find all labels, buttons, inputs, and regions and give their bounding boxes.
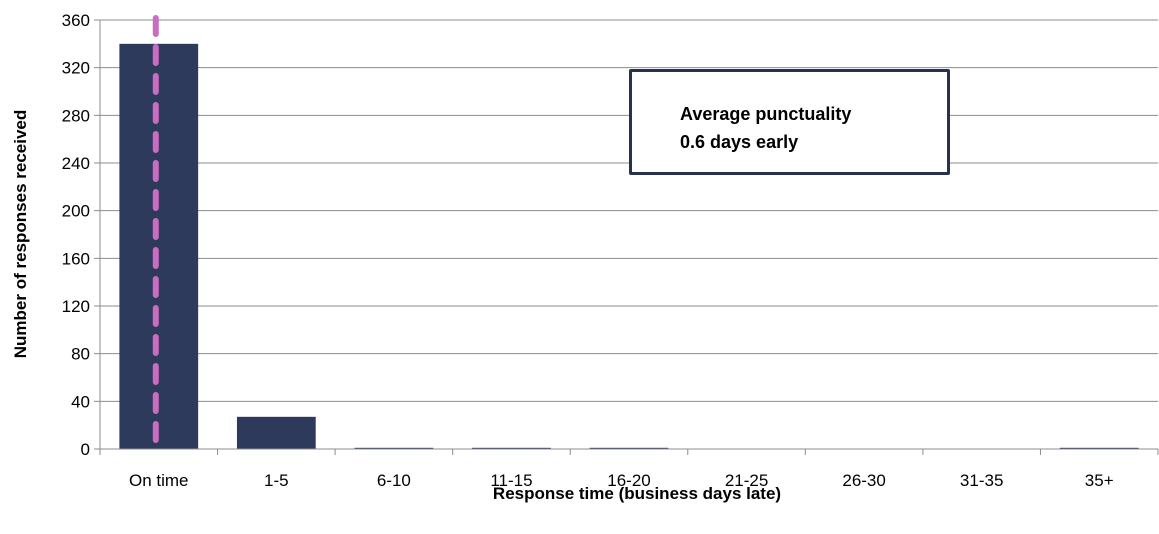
y-tick-label-200: 200: [62, 202, 90, 221]
axes: [94, 19, 1159, 455]
y-tick-label-320: 320: [62, 59, 90, 78]
x-tick-label-11-15: 11-15: [490, 471, 532, 490]
x-tick-labels: On time 1-5 6-10 11-15 16-20 21-25 26-30 31-35 3…: [129, 471, 1114, 490]
annotation-line-1: Average punctuality: [680, 104, 852, 124]
annotation-line-2: 0.6 days early: [680, 132, 799, 152]
x-tick-label-26-30: 26-30: [842, 471, 885, 490]
bar-11-15: [472, 447, 551, 449]
y-tick-label-0: 0: [81, 440, 90, 459]
bar-On time: [119, 43, 199, 449]
x-tick-label-35+: 35+: [1085, 471, 1114, 490]
x-tick-label-16-20: 16-20: [607, 471, 650, 490]
x-axis-title: Response time (business days late): [493, 484, 781, 503]
bar-1-5: [236, 416, 316, 449]
y-axis-title: Number of responses received: [11, 110, 30, 358]
x-tick-label-1-5: 1-5: [264, 471, 289, 490]
bar-16-20: [589, 447, 669, 449]
annotation-box: Average punctuality 0.6 days early: [629, 69, 950, 175]
x-tick-label-21-25: 21-25: [725, 471, 768, 490]
x-tick-label-31-35: 31-35: [960, 471, 1003, 490]
bar-6-10: [354, 447, 434, 449]
y-tick-label-120: 120: [62, 297, 90, 316]
y-tick-label-40: 40: [71, 392, 90, 411]
y-tick-label-360: 360: [62, 11, 90, 30]
x-tick-label-On time: On time: [129, 471, 189, 490]
y-tick-label-280: 280: [62, 106, 90, 125]
y-tick-labels: 0 40 80 120 160 200 240 280 320 360: [62, 11, 90, 459]
y-tick-label-160: 160: [62, 249, 90, 268]
y-tick-label-80: 80: [71, 345, 90, 364]
bar-35+: [1059, 447, 1139, 449]
y-tick-label-240: 240: [62, 154, 90, 173]
x-tick-label-6-10: 6-10: [377, 471, 411, 490]
